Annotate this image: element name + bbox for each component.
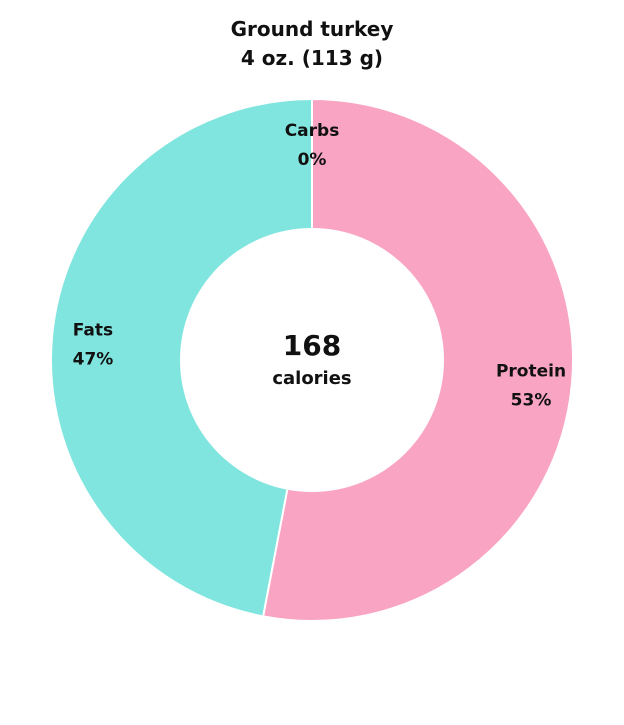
slice-labels-group: Protein 53% Fats 47% Carbs 0%	[73, 121, 566, 411]
chart-subtitle: 4 oz. (113 g)	[241, 46, 383, 70]
chart-title: Ground turkey	[231, 17, 394, 41]
slice-percent-fats: 47%	[73, 349, 114, 369]
slice-percent-protein: 53%	[511, 391, 552, 411]
slice-label-fats: Fats	[73, 320, 113, 340]
slice-label-protein: Protein	[496, 362, 566, 382]
slice-percent-carbs: 0%	[298, 150, 327, 170]
center-calorie-label: calories	[272, 368, 351, 389]
donut-hole	[180, 228, 444, 492]
slice-label-carbs: Carbs	[285, 121, 340, 141]
center-calorie-value: 168	[283, 329, 341, 362]
